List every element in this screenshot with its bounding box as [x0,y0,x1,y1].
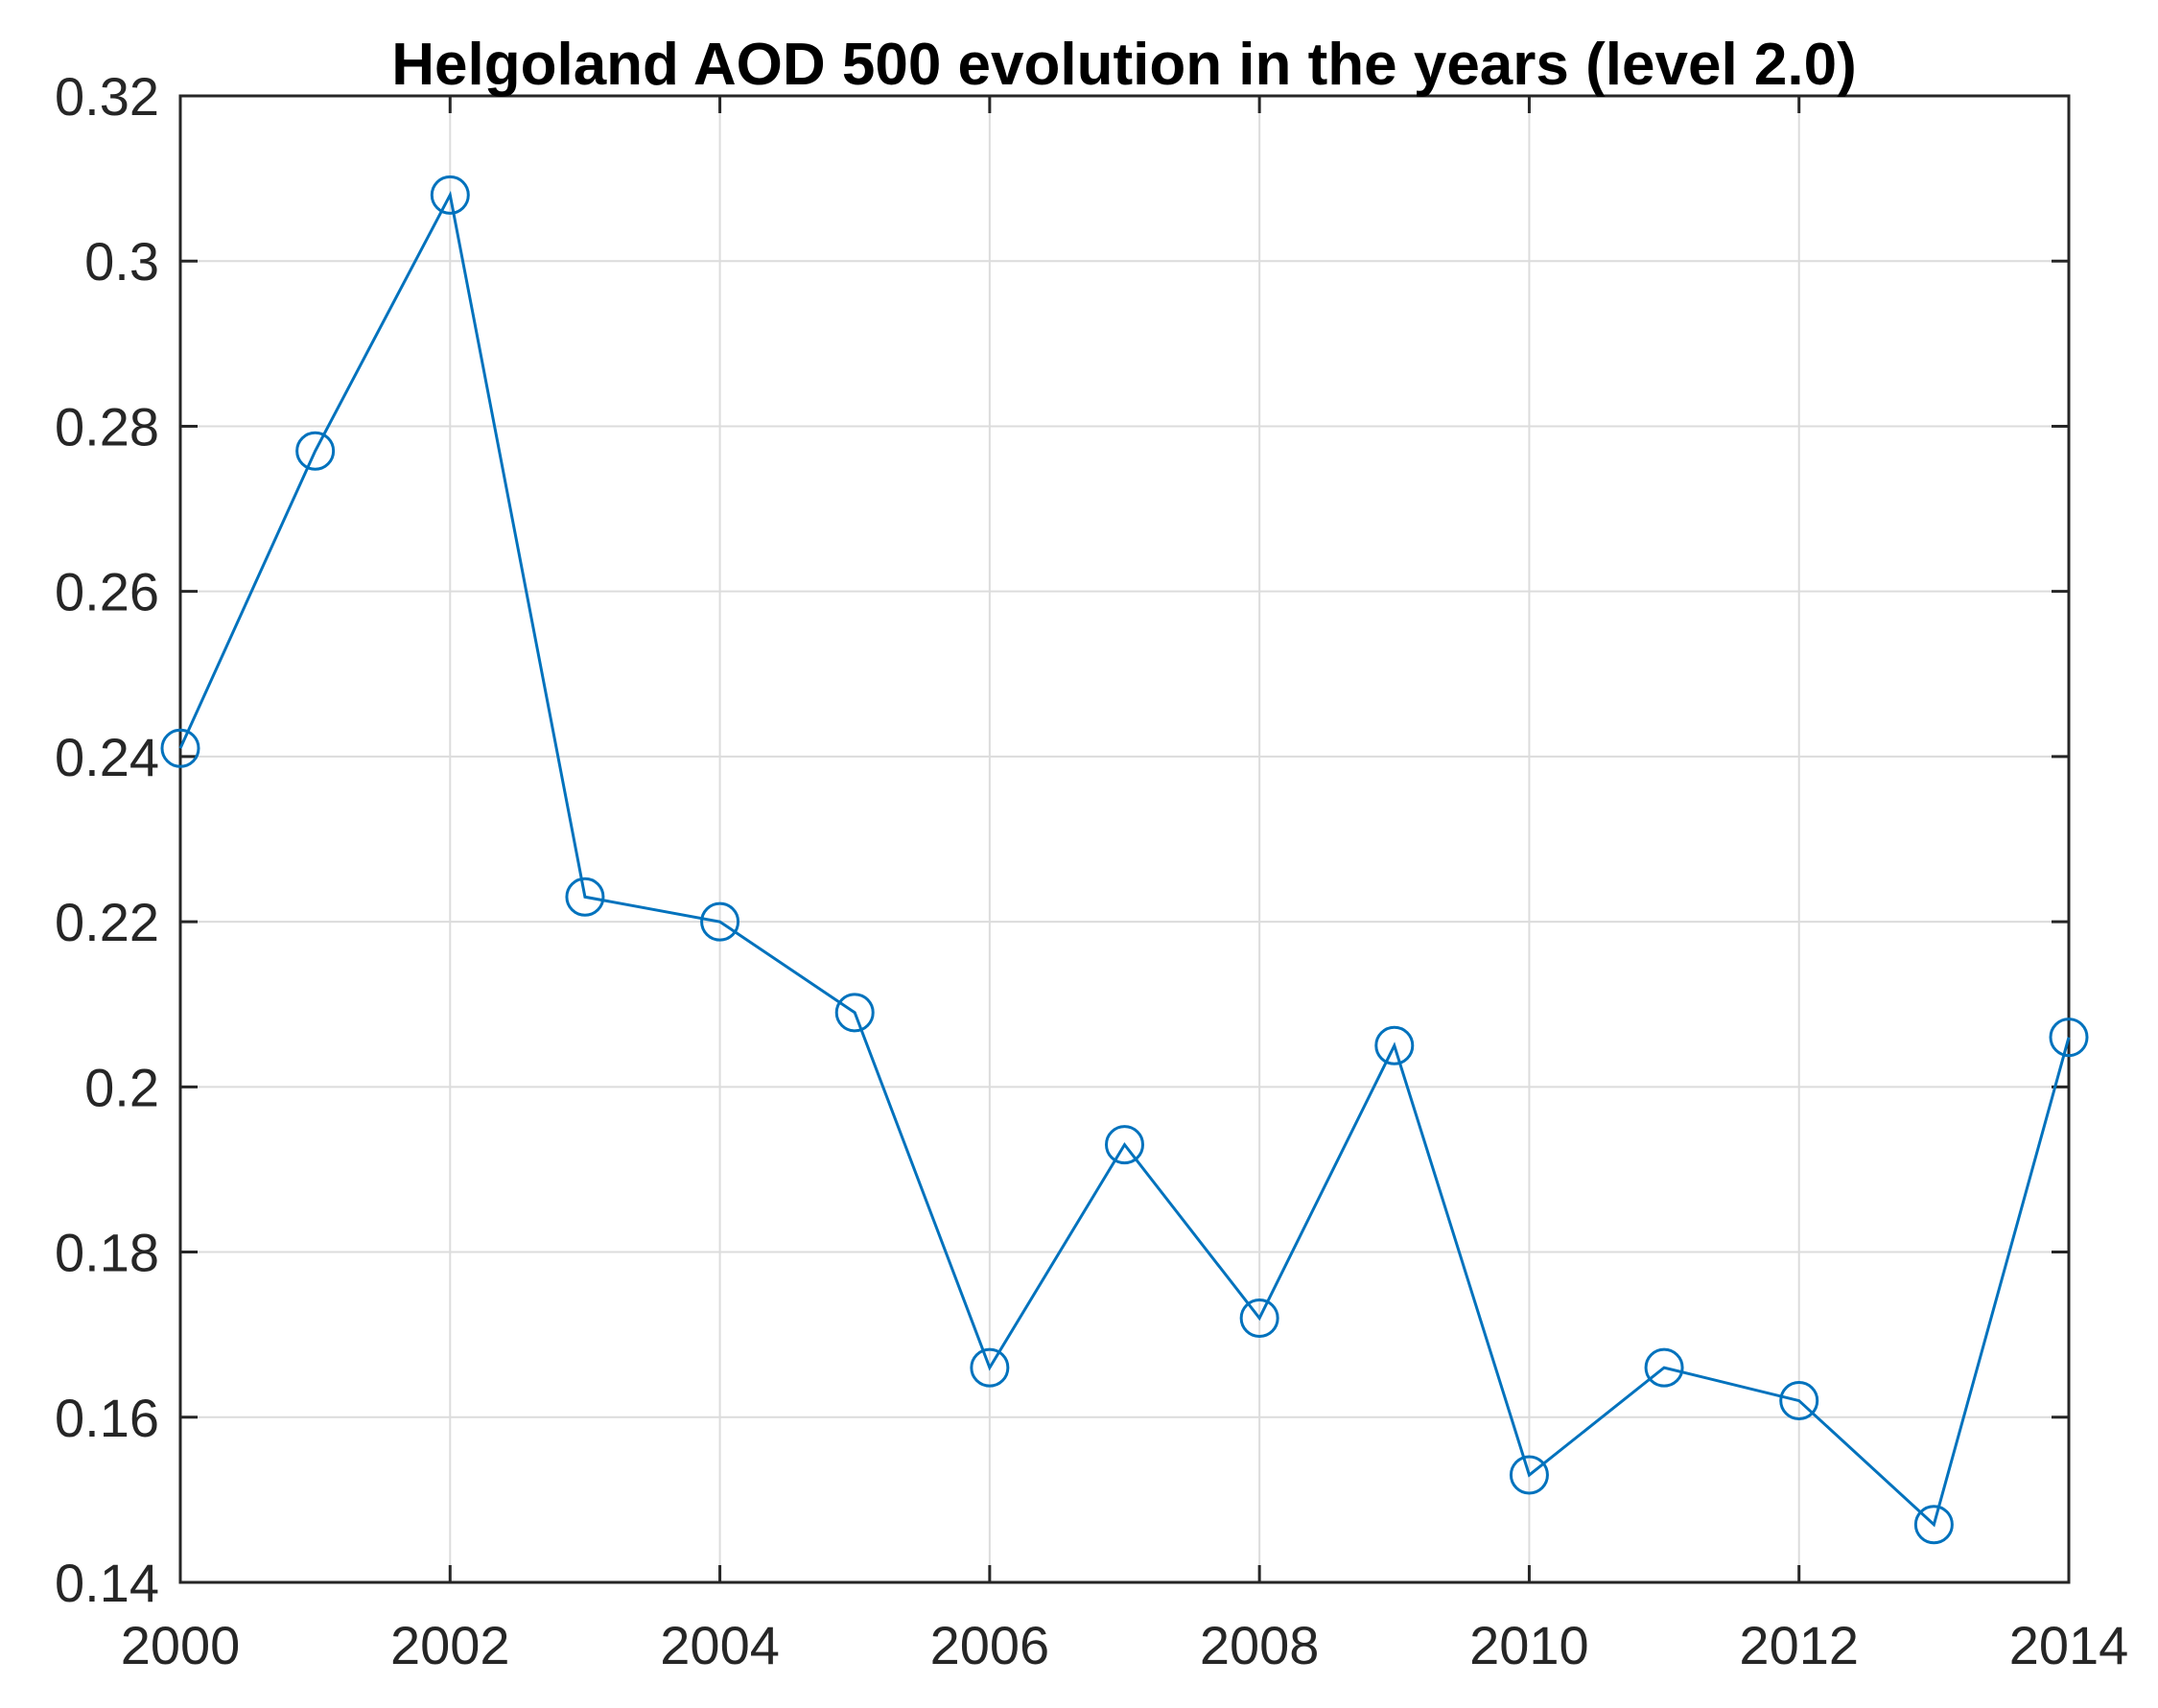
y-tick-label: 0.28 [55,396,159,456]
axes-box [178,94,2071,1584]
data-point-marker [1509,1455,1549,1495]
data-point-marker [430,175,470,215]
data-series-line [178,190,2071,1528]
data-point-marker [1105,1125,1144,1165]
chart-title: Helgoland AOD 500 evolution in the years… [391,32,1856,98]
data-point-marker [565,877,605,917]
x-tick-label: 2012 [1739,1615,1859,1675]
data-point-marker [1913,1505,1954,1545]
data-point-marker [295,431,336,471]
x-tick-label: 2010 [1469,1615,1589,1675]
data-point-marker [1374,1025,1415,1065]
data-point-marker [1239,1298,1279,1338]
chart-plot-area: 2000 2002 2004 2006 2008 2010 2012 2014 0.14 0.16… [55,66,2128,1675]
data-point-marker [834,993,875,1033]
y-tick-label: 0.14 [55,1553,159,1613]
data-point-marker [160,728,200,768]
x-tick-label: 2000 [121,1615,241,1675]
data-point-marker [2049,1018,2089,1058]
y-tick-label: 0.16 [55,1388,159,1448]
y-tick-label: 0.18 [55,1223,159,1283]
x-tick-label: 2002 [390,1615,510,1675]
y-tick-label: 0.26 [55,562,159,622]
x-tick-label: 2006 [930,1615,1050,1675]
y-tick-label: 0.3 [84,231,159,292]
x-tick-label: 2004 [660,1615,780,1675]
y-tick-label: 0.32 [55,66,159,127]
data-point-marker [1644,1347,1684,1388]
y-tick-label: 0.22 [55,892,159,952]
x-tick-label: 2008 [1200,1615,1320,1675]
data-point-marker [1779,1381,1819,1421]
x-tick-label: 2014 [2009,1615,2129,1675]
y-tick-label: 0.2 [84,1057,159,1117]
y-tick-label: 0.24 [55,727,159,787]
data-point-marker [700,901,740,942]
data-point-marker [970,1347,1010,1388]
